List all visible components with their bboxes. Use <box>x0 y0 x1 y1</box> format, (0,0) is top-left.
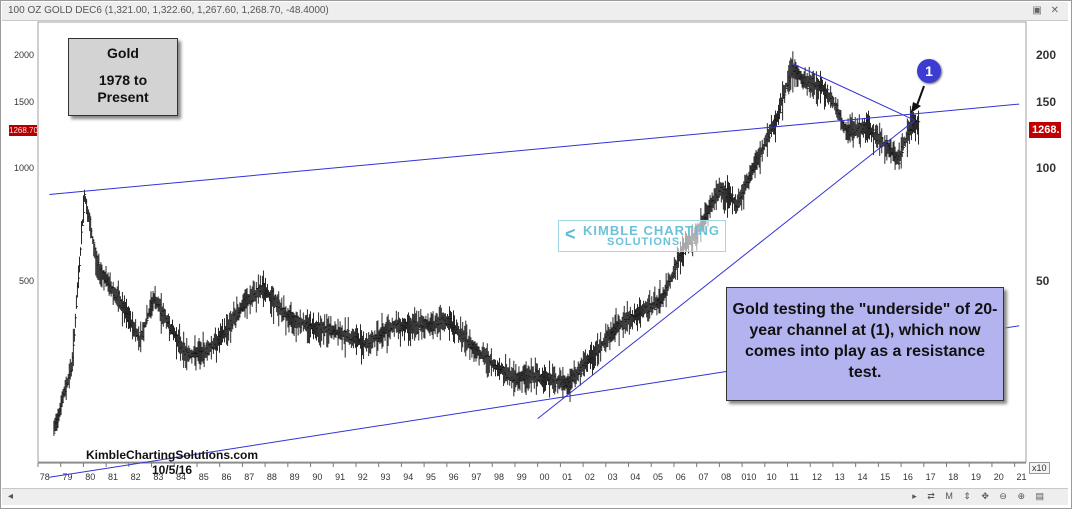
x-tick-label: 20 <box>994 472 1004 482</box>
price-tag-left: 1268.70 <box>9 125 38 136</box>
x-tick-label: 06 <box>676 472 686 482</box>
watermark-line1: KIMBLE CHARTING <box>583 223 721 238</box>
arrow-head <box>911 102 921 113</box>
x-tick-label: 81 <box>108 472 118 482</box>
x-tick-label: 08 <box>721 472 731 482</box>
x-tick-label: 88 <box>267 472 277 482</box>
annotation-text: Gold testing the "underside" of 20-year … <box>732 301 998 381</box>
x-tick-label: 01 <box>562 472 572 482</box>
y-tick-right: 150 <box>1036 95 1056 109</box>
x-tick-label: 83 <box>153 472 163 482</box>
footer-date: 10/5/16 <box>152 463 193 477</box>
y-tick-left: 1500 <box>14 97 34 107</box>
marker-badge: 1 <box>917 59 941 83</box>
chart-label-box: Gold 1978 to Present <box>68 38 178 116</box>
watermark-logo: < KIMBLE CHARTING SOLUTIONS <box>558 220 726 252</box>
trendline <box>537 119 916 419</box>
footer-site: KimbleChartingSolutions.com <box>86 448 259 462</box>
trendline <box>49 103 1020 195</box>
x-tick-label: 98 <box>494 472 504 482</box>
x-tick-label: 15 <box>880 472 890 482</box>
y-tick-right: 100 <box>1036 161 1056 175</box>
label-title: Gold <box>107 45 139 61</box>
x-tick-label: 07 <box>698 472 708 482</box>
y-tick-right: 200 <box>1036 48 1056 62</box>
x-tick-label: 02 <box>585 472 595 482</box>
logo-arrow-icon: < <box>565 224 576 244</box>
symbol-title: 100 OZ GOLD DEC6 (1,321.00, 1,322.60, 1,… <box>8 5 329 16</box>
price-tag-right: 1268. <box>1029 122 1061 138</box>
x-tick-label: 93 <box>380 472 390 482</box>
x-tick-label: 85 <box>199 472 209 482</box>
chart-header: 100 OZ GOLD DEC6 (1,321.00, 1,322.60, 1,… <box>2 2 1068 21</box>
x-tick-label: 95 <box>426 472 436 482</box>
x-tick-label: 84 <box>176 472 186 482</box>
x-tick-label: 82 <box>131 472 141 482</box>
y-tick-right: 50 <box>1036 274 1050 288</box>
x-tick-label: 87 <box>244 472 254 482</box>
trendline <box>791 62 915 121</box>
x-tick-label: 00 <box>539 472 549 482</box>
x-tick-label: 99 <box>517 472 527 482</box>
annotation-box: Gold testing the "underside" of 20-year … <box>726 287 1004 401</box>
x-tick-label: 97 <box>471 472 481 482</box>
x-tick-label: 18 <box>948 472 958 482</box>
x-tick-label: 13 <box>835 472 845 482</box>
x-tick-label: 12 <box>812 472 822 482</box>
x-tick-label: 03 <box>608 472 618 482</box>
x-tick-label: 16 <box>903 472 913 482</box>
x-tick-label: 04 <box>630 472 640 482</box>
y-tick-left: 1000 <box>14 163 34 173</box>
x-tick-label: 91 <box>335 472 345 482</box>
bottom-toolbar: ◂ ▸ ⇄ M ⇕ ✥ ⊖ ⊕ ▤ <box>2 488 1068 505</box>
x-tick-label: 14 <box>857 472 867 482</box>
label-subtitle: 1978 to Present <box>97 72 149 105</box>
x-tick-label: 86 <box>222 472 232 482</box>
x-tick-label: 96 <box>449 472 459 482</box>
scroll-left-icon[interactable]: ◂ <box>8 491 14 502</box>
x-tick-label: 79 <box>63 472 73 482</box>
x-tick-label: 94 <box>403 472 413 482</box>
x-tick-label: 78 <box>40 472 50 482</box>
x-tick-label: 19 <box>971 472 981 482</box>
x-tick-label: 80 <box>85 472 95 482</box>
x-tick-label: 17 <box>926 472 936 482</box>
toolbar-icons[interactable]: ▸ ⇄ M ⇕ ✥ ⊖ ⊕ ▤ <box>912 491 1048 501</box>
x-tick-label: 11 <box>790 472 799 482</box>
x-tick-label: 10 <box>767 472 777 482</box>
window-controls-icon[interactable]: ▣ ✕ <box>1032 5 1062 16</box>
y-tick-left: 500 <box>19 276 34 286</box>
x-tick-label: 010 <box>741 472 756 482</box>
watermark-line2: SOLUTIONS <box>607 236 681 248</box>
x-tick-label: 90 <box>312 472 322 482</box>
axis-multiplier: x10 <box>1029 462 1050 474</box>
x-tick-label: 92 <box>358 472 368 482</box>
x-tick-label: 05 <box>653 472 663 482</box>
y-tick-left: 2000 <box>14 50 34 60</box>
x-tick-label: 21 <box>1016 472 1026 482</box>
x-tick-label: 89 <box>290 472 300 482</box>
marker-arrow <box>911 85 925 113</box>
